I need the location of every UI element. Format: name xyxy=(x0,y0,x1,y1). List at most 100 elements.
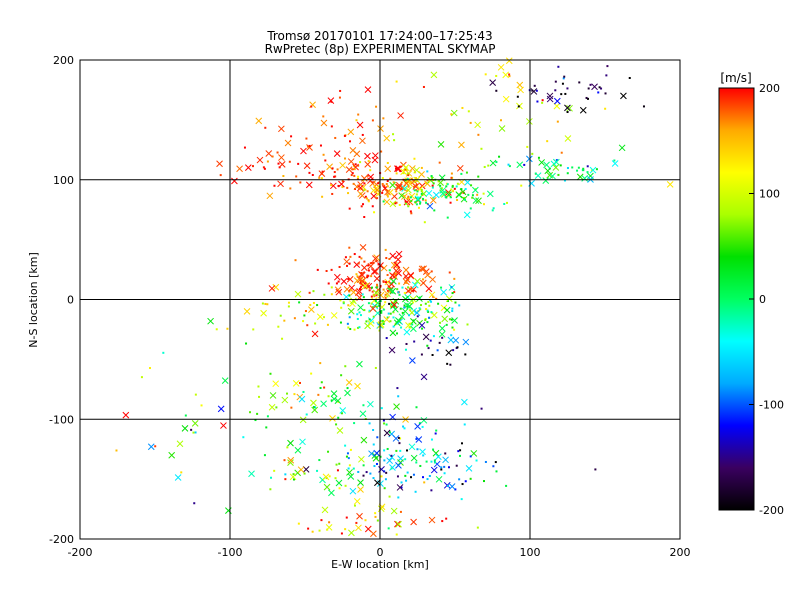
data-point-dot xyxy=(311,173,314,176)
data-point-dot xyxy=(258,395,261,398)
data-point-dot xyxy=(369,262,372,265)
data-point-dot xyxy=(344,484,347,487)
data-point-x xyxy=(395,462,402,469)
data-point-dot xyxy=(385,257,388,260)
data-point-dot xyxy=(162,351,165,354)
data-point-dot xyxy=(415,179,418,182)
data-point-x xyxy=(329,182,337,190)
data-point-x xyxy=(287,459,294,466)
data-point-dot xyxy=(429,299,432,302)
data-point-x xyxy=(277,180,284,188)
data-point-dot xyxy=(431,184,434,187)
data-point-dot xyxy=(586,171,589,174)
data-point-x xyxy=(435,475,443,483)
x-tick-label: 200 xyxy=(670,546,691,559)
data-point-dot xyxy=(428,304,431,307)
data-point-x xyxy=(451,317,458,324)
data-point-x xyxy=(388,453,396,461)
data-point-x xyxy=(122,411,130,419)
chart-title: Tromsø 20170101 17:24:00–17:25:43 xyxy=(266,29,492,43)
data-point-dot xyxy=(405,168,408,171)
data-point-dot xyxy=(405,166,408,169)
data-point-x xyxy=(244,164,252,172)
data-point-x xyxy=(388,280,395,288)
data-point-dot xyxy=(491,209,494,212)
data-point-dot xyxy=(480,147,483,150)
data-point-dot xyxy=(560,93,563,96)
data-point-dot xyxy=(349,140,352,143)
data-point-dot xyxy=(362,474,365,477)
data-point-dot xyxy=(386,289,389,292)
data-point-dot xyxy=(348,262,351,265)
data-point-dot xyxy=(348,246,351,249)
data-point-dot xyxy=(405,479,408,482)
data-point-dot xyxy=(327,450,330,453)
data-point-x xyxy=(191,419,199,427)
data-point-x xyxy=(346,469,353,476)
data-point-dot xyxy=(415,203,418,206)
data-point-dot xyxy=(316,268,319,271)
data-point-dot xyxy=(318,529,321,532)
data-point-dot xyxy=(564,92,567,95)
data-point-dot xyxy=(409,196,412,199)
data-point-dot xyxy=(412,319,415,322)
data-point-dot xyxy=(403,291,406,294)
data-point-x xyxy=(413,309,421,317)
data-point-dot xyxy=(323,293,326,296)
data-point-x xyxy=(367,400,374,408)
data-point-x xyxy=(611,160,619,167)
data-point-dot xyxy=(342,301,345,304)
data-point-x xyxy=(464,178,471,186)
data-point-dot xyxy=(331,192,334,195)
data-point-x xyxy=(463,211,471,219)
data-point-x xyxy=(424,271,431,279)
data-point-dot xyxy=(441,336,444,339)
data-point-dot xyxy=(348,207,351,210)
data-point-x xyxy=(401,308,409,315)
data-point-dot xyxy=(336,168,339,171)
data-point-x xyxy=(311,406,319,414)
data-point-dot xyxy=(297,162,300,165)
data-point-x xyxy=(445,349,453,357)
data-point-dot xyxy=(500,119,503,122)
data-point-dot xyxy=(415,188,418,191)
data-point-dot xyxy=(439,184,442,187)
data-point-dot xyxy=(286,392,289,395)
data-point-x xyxy=(335,479,343,487)
data-point-x xyxy=(398,192,406,199)
data-point-dot xyxy=(585,96,588,99)
data-point-x xyxy=(403,328,411,336)
data-point-dot xyxy=(446,362,449,365)
data-point-x xyxy=(516,161,524,169)
data-point-dot xyxy=(407,195,410,198)
data-point-x xyxy=(420,190,428,198)
data-point-x xyxy=(383,134,391,142)
data-point-dot xyxy=(321,195,324,198)
data-point-dot xyxy=(347,278,350,281)
data-point-x xyxy=(278,154,285,161)
data-point-dot xyxy=(418,307,421,310)
data-point-dot xyxy=(382,322,385,325)
data-point-x xyxy=(367,262,375,270)
data-point-dot xyxy=(312,301,315,304)
data-point-dot xyxy=(351,172,354,175)
data-point-dot xyxy=(421,327,424,330)
data-point-x xyxy=(373,186,381,194)
data-point-dot xyxy=(554,89,557,92)
data-point-dot xyxy=(464,353,467,356)
data-point-x xyxy=(344,389,351,397)
data-point-x xyxy=(413,166,420,174)
data-point-dot xyxy=(577,166,580,169)
data-point-x xyxy=(489,159,497,167)
data-point-x xyxy=(350,297,357,305)
data-point-dot xyxy=(458,478,461,481)
data-point-dot xyxy=(369,472,372,475)
data-point-dot xyxy=(440,286,443,289)
data-point-dot xyxy=(561,82,564,85)
data-point-dot xyxy=(360,257,363,260)
data-point-dot xyxy=(374,366,377,369)
data-point-x xyxy=(414,195,422,203)
data-point-dot xyxy=(451,184,454,187)
data-point-dot xyxy=(433,461,436,464)
data-point-dot xyxy=(327,282,330,285)
